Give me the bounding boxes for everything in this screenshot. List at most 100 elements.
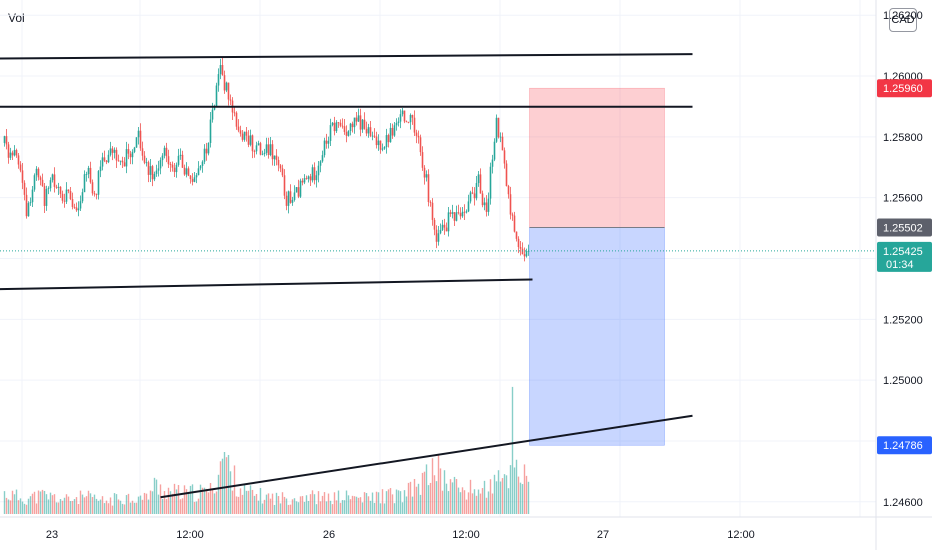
- volume-bar: [99, 499, 102, 514]
- volume-bar: [135, 502, 138, 514]
- candle-body: [297, 187, 300, 197]
- volume-bar: [85, 496, 88, 514]
- candle-body: [151, 166, 154, 180]
- candle-body: [167, 156, 170, 165]
- candle-body: [299, 180, 302, 197]
- volume-bar: [59, 499, 62, 514]
- currency-button[interactable]: CAD: [889, 8, 917, 32]
- volume-bar: [343, 500, 346, 514]
- volume-bar: [365, 493, 368, 514]
- volume-bar: [243, 484, 246, 514]
- volume-bar: [385, 491, 388, 514]
- volume-bar: [501, 478, 504, 514]
- volume-bar: [207, 492, 210, 514]
- candle-body: [241, 133, 244, 140]
- volume-bar: [471, 493, 474, 514]
- candle-body: [219, 65, 222, 75]
- volume-bar: [121, 503, 124, 514]
- candle-body: [329, 125, 332, 141]
- volume-bar: [205, 488, 208, 514]
- candle-body: [353, 117, 356, 128]
- candle-body: [141, 148, 144, 156]
- volume-bar: [129, 502, 132, 514]
- candle-body: [317, 165, 320, 176]
- candle-body: [203, 148, 206, 162]
- candle-body: [431, 202, 434, 220]
- candle-body: [257, 143, 260, 146]
- volume-bar: [9, 500, 12, 514]
- volume-bar: [47, 499, 50, 514]
- candle-body: [405, 121, 408, 123]
- volume-bar: [11, 490, 14, 514]
- candle-body: [403, 110, 406, 122]
- volume-bar: [387, 489, 390, 514]
- volume-bar: [503, 474, 506, 514]
- volume-bar: [137, 496, 140, 514]
- candle-body: [287, 191, 290, 206]
- volume-bar: [487, 491, 490, 514]
- volume-bar: [223, 452, 226, 514]
- volume-bar: [183, 485, 186, 514]
- volume-bar: [97, 500, 100, 514]
- candle-body: [267, 144, 270, 155]
- price-label-text: 1.25425: [883, 246, 923, 258]
- volume-bar: [371, 492, 374, 514]
- volume-bar: [43, 490, 46, 514]
- candle-body: [73, 206, 76, 208]
- candle-body: [101, 157, 104, 167]
- volume-bar: [17, 500, 20, 514]
- volume-bar: [61, 500, 64, 514]
- volume-bar: [481, 488, 484, 514]
- volume-bar: [5, 497, 8, 514]
- position-tool: [529, 87, 665, 446]
- candle-body: [159, 160, 162, 169]
- volume-bar: [33, 491, 36, 514]
- time-tick-label: 12:00: [452, 529, 480, 541]
- volume-bar: [259, 488, 262, 514]
- volume-bar: [111, 505, 114, 514]
- take-profit-zone: [529, 227, 665, 446]
- candle-body: [197, 168, 200, 176]
- volume-bar: [221, 458, 224, 514]
- candle-body: [131, 151, 134, 158]
- candle-body: [119, 160, 122, 162]
- volume-bar: [167, 487, 170, 514]
- volume-bar: [375, 491, 378, 514]
- candle-body: [447, 212, 450, 232]
- candle-body: [177, 155, 180, 165]
- candle-body: [147, 162, 150, 175]
- volume-bar: [445, 483, 448, 514]
- time-axis: 23 12:00 26 12:00 27 12:00: [46, 529, 755, 541]
- candle-body: [291, 199, 294, 203]
- candle-body: [51, 174, 54, 181]
- candle-body: [157, 168, 160, 171]
- volume-bar: [505, 475, 508, 514]
- candle-body: [315, 175, 318, 181]
- price-tick-label: 1.25800: [883, 132, 923, 144]
- volume-bar: [373, 502, 376, 514]
- candle-body: [171, 164, 174, 168]
- price-tick-label: 1.25600: [883, 193, 923, 205]
- candle-body: [163, 147, 166, 156]
- volume-bar: [525, 475, 528, 514]
- candle-body: [335, 122, 338, 132]
- candle-body: [325, 140, 328, 144]
- price-label-text: 1.24786: [883, 440, 923, 452]
- candle-body: [49, 180, 52, 189]
- volume-bar: [265, 494, 268, 514]
- price-label-text: 1.25960: [883, 83, 923, 95]
- candle-body: [155, 170, 158, 174]
- volume-bar: [421, 472, 424, 514]
- volume-bar: [413, 478, 416, 514]
- candle-body: [309, 176, 312, 181]
- candle-body: [463, 211, 466, 213]
- volume-bar: [281, 492, 284, 514]
- candle-body: [501, 136, 504, 151]
- volume-bar: [57, 502, 60, 514]
- candle-body: [321, 155, 324, 162]
- candle-body: [187, 168, 190, 176]
- candle-body: [345, 131, 348, 136]
- candle-body: [491, 159, 494, 167]
